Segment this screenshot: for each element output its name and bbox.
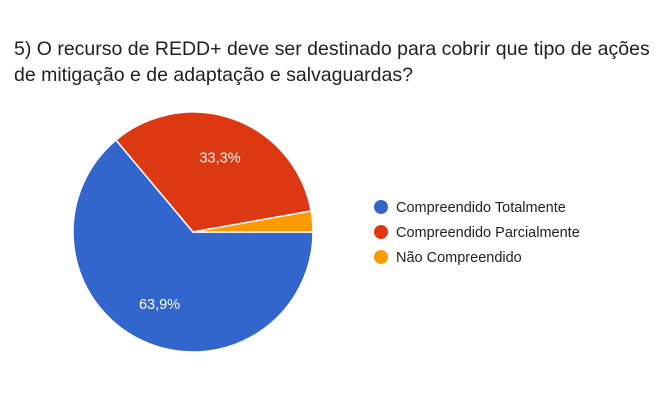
legend-marker-2 (374, 250, 388, 264)
pie-slice-0 (72, 138, 314, 353)
legend-label-0: Compreendido Totalmente (396, 200, 566, 216)
pie-slice-2 (192, 210, 314, 233)
legend-label-2: Não Compreendido (396, 250, 522, 266)
legend-label-1: Compreendido Parcialmente (396, 225, 580, 241)
legend-marker-1 (374, 225, 388, 239)
pie-slice-1 (114, 111, 313, 233)
slice-label-1: 33,3% (199, 151, 240, 167)
chart-title: 5) O recurso de REDD+ deve ser destinado… (14, 38, 650, 86)
slice-label-0: 63,9% (139, 297, 180, 313)
legend-marker-0 (374, 200, 388, 214)
